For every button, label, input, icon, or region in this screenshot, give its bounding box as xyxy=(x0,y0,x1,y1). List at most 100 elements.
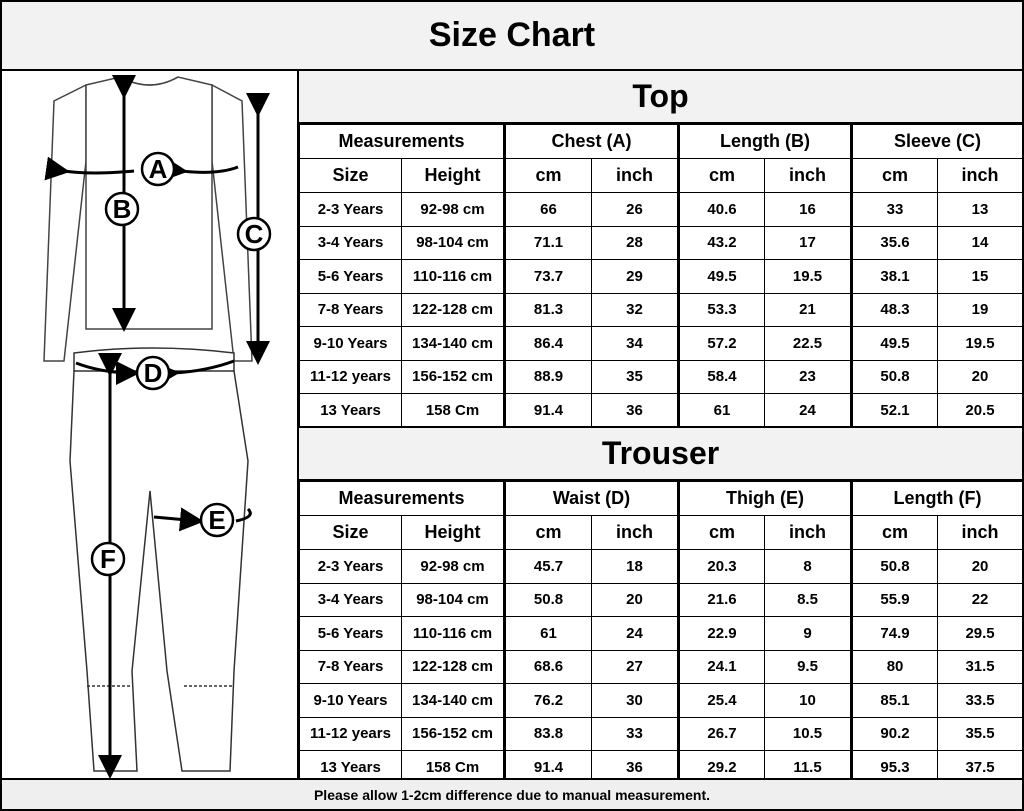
size-tables: Top Measurements Chest (A) Length (B) Sleev… xyxy=(299,71,1024,785)
footer-note: Please allow 1-2cm difference due to man… xyxy=(2,778,1022,809)
table-row: 5-6 Years 110-116 cm 73.7 29 49.5 19.5 38.1 15 xyxy=(299,259,1024,294)
table-cell: 33 xyxy=(590,716,680,751)
group-header: Length (F) xyxy=(850,481,1024,516)
table-cell: 92-98 cm xyxy=(401,549,505,584)
table-cell: 58.4 xyxy=(677,359,765,394)
table-cell: 66 xyxy=(503,192,592,227)
table-cell: 18 xyxy=(590,549,680,584)
table-cell: 81.3 xyxy=(503,292,592,327)
table-cell: 43.2 xyxy=(677,225,765,260)
label-e-icon: E xyxy=(199,502,235,538)
label-d-icon: D xyxy=(135,355,171,391)
table-cell: 3-4 Years xyxy=(299,582,402,617)
table-cell: 156-152 cm xyxy=(401,716,505,751)
svg-text:F: F xyxy=(100,544,116,574)
table-cell: 2-3 Years xyxy=(299,192,402,227)
table-cell: 38.1 xyxy=(850,259,939,294)
sub-header: Size xyxy=(299,515,402,550)
table-cell: 134-140 cm xyxy=(401,683,505,718)
table-cell: 36 xyxy=(591,393,679,428)
table-cell: 9.5 xyxy=(764,649,853,684)
table-cell: 33 xyxy=(850,192,939,227)
table-cell: 20 xyxy=(590,582,680,617)
group-header: Chest (A) xyxy=(503,124,679,159)
table-cell: 68.6 xyxy=(503,649,592,684)
page-title: Size Chart xyxy=(2,2,1022,71)
table-cell: 11-12 years xyxy=(299,716,402,751)
table-cell: 76.2 xyxy=(503,683,592,718)
table-cell: 13 xyxy=(937,192,1024,227)
table-cell: 50.8 xyxy=(850,549,939,584)
table-cell: 20 xyxy=(937,359,1024,394)
table-cell: 16 xyxy=(763,192,853,227)
table-cell: 5-6 Years xyxy=(299,259,402,294)
table-row: 3-4 Years 98-104 cm 71.1 28 43.2 17 35.6 14 xyxy=(299,225,1024,260)
table-cell: 88.9 xyxy=(503,359,592,394)
table-cell: 7-8 Years xyxy=(299,649,402,684)
svg-text:A: A xyxy=(149,154,168,184)
svg-text:B: B xyxy=(113,194,132,224)
table-cell: 22.5 xyxy=(763,326,853,361)
table-cell: 98-104 cm xyxy=(401,582,505,617)
table-cell: 9-10 Years xyxy=(299,326,402,361)
table-cell: 80 xyxy=(850,649,939,684)
table-cell: 21.6 xyxy=(677,582,766,617)
svg-text:C: C xyxy=(245,219,264,249)
sub-header: cm xyxy=(503,515,592,550)
svg-text:D: D xyxy=(144,358,163,388)
group-header: Sleeve (C) xyxy=(850,124,1024,159)
table-cell: 55.9 xyxy=(850,582,939,617)
table-cell: 19 xyxy=(937,292,1024,327)
table-cell: 83.8 xyxy=(503,716,592,751)
table-cell: 21 xyxy=(763,292,853,327)
table-cell: 156-152 cm xyxy=(401,359,505,394)
shirt-outline xyxy=(43,76,253,362)
sub-header: inch xyxy=(591,158,679,193)
sub-header: cm xyxy=(677,158,765,193)
table-cell: 32 xyxy=(591,292,679,327)
svg-text:E: E xyxy=(208,505,225,535)
table-cell: 25.4 xyxy=(677,683,766,718)
table-cell: 29.5 xyxy=(937,616,1024,651)
table-cell: 7-8 Years xyxy=(299,292,402,327)
sub-header: Size xyxy=(299,158,402,193)
table-cell: 52.1 xyxy=(850,393,939,428)
sub-header: inch xyxy=(763,158,853,193)
table-cell: 50.8 xyxy=(503,582,592,617)
table-row: 2-3 Years 92-98 cm 66 26 40.6 16 33 13 xyxy=(299,192,1024,227)
sub-header-row: Size Height cm inch cm inch cm inch xyxy=(299,515,1024,550)
sub-header: Height xyxy=(401,515,505,550)
top-size-table: Measurements Chest (A) Length (B) Sleeve (C… xyxy=(299,124,1024,428)
table-cell: 110-116 cm xyxy=(401,259,505,294)
table-cell: 26 xyxy=(591,192,679,227)
group-header: Measurements xyxy=(299,124,505,159)
table-row: 9-10 Years 134-140 cm 86.4 34 57.2 22.5 49.5 19… xyxy=(299,326,1024,361)
table-cell: 8.5 xyxy=(764,582,853,617)
group-header-row: Measurements Chest (A) Length (B) Sleeve (C… xyxy=(299,124,1024,159)
table-cell: 24.1 xyxy=(677,649,766,684)
group-header: Measurements xyxy=(299,481,505,516)
table-row: 11-12 years 156-152 cm 88.9 35 58.4 23 50.8 20 xyxy=(299,359,1024,394)
table-row: 11-12 years 156-152 cm 83.8 33 26.7 10.5 90.2 3… xyxy=(299,716,1024,751)
label-c-icon: C xyxy=(236,216,272,252)
table-cell: 24 xyxy=(590,616,680,651)
table-cell: 22.9 xyxy=(677,616,766,651)
sub-header: inch xyxy=(937,158,1024,193)
table-cell: 9-10 Years xyxy=(299,683,402,718)
table-cell: 8 xyxy=(764,549,853,584)
sub-header: cm xyxy=(850,515,939,550)
table-cell: 27 xyxy=(590,649,680,684)
table-cell: 23 xyxy=(763,359,853,394)
table-cell: 49.5 xyxy=(850,326,939,361)
table-cell: 30 xyxy=(590,683,680,718)
group-header: Waist (D) xyxy=(502,481,680,516)
table-row: 7-8 Years 122-128 cm 68.6 27 24.1 9.5 80 31.5 xyxy=(299,649,1024,684)
top-section-title: Top xyxy=(299,71,1022,124)
sub-header-row: Size Height cm inch cm inch cm inch xyxy=(299,158,1024,193)
table-cell: 22 xyxy=(937,582,1024,617)
table-cell: 61 xyxy=(677,393,765,428)
table-cell: 73.7 xyxy=(503,259,592,294)
table-row: 9-10 Years 134-140 cm 76.2 30 25.4 10 85.1 33.5 xyxy=(299,683,1024,718)
table-row: 13 Years 158 Cm 91.4 36 61 24 52.1 20.5 xyxy=(299,393,1024,428)
